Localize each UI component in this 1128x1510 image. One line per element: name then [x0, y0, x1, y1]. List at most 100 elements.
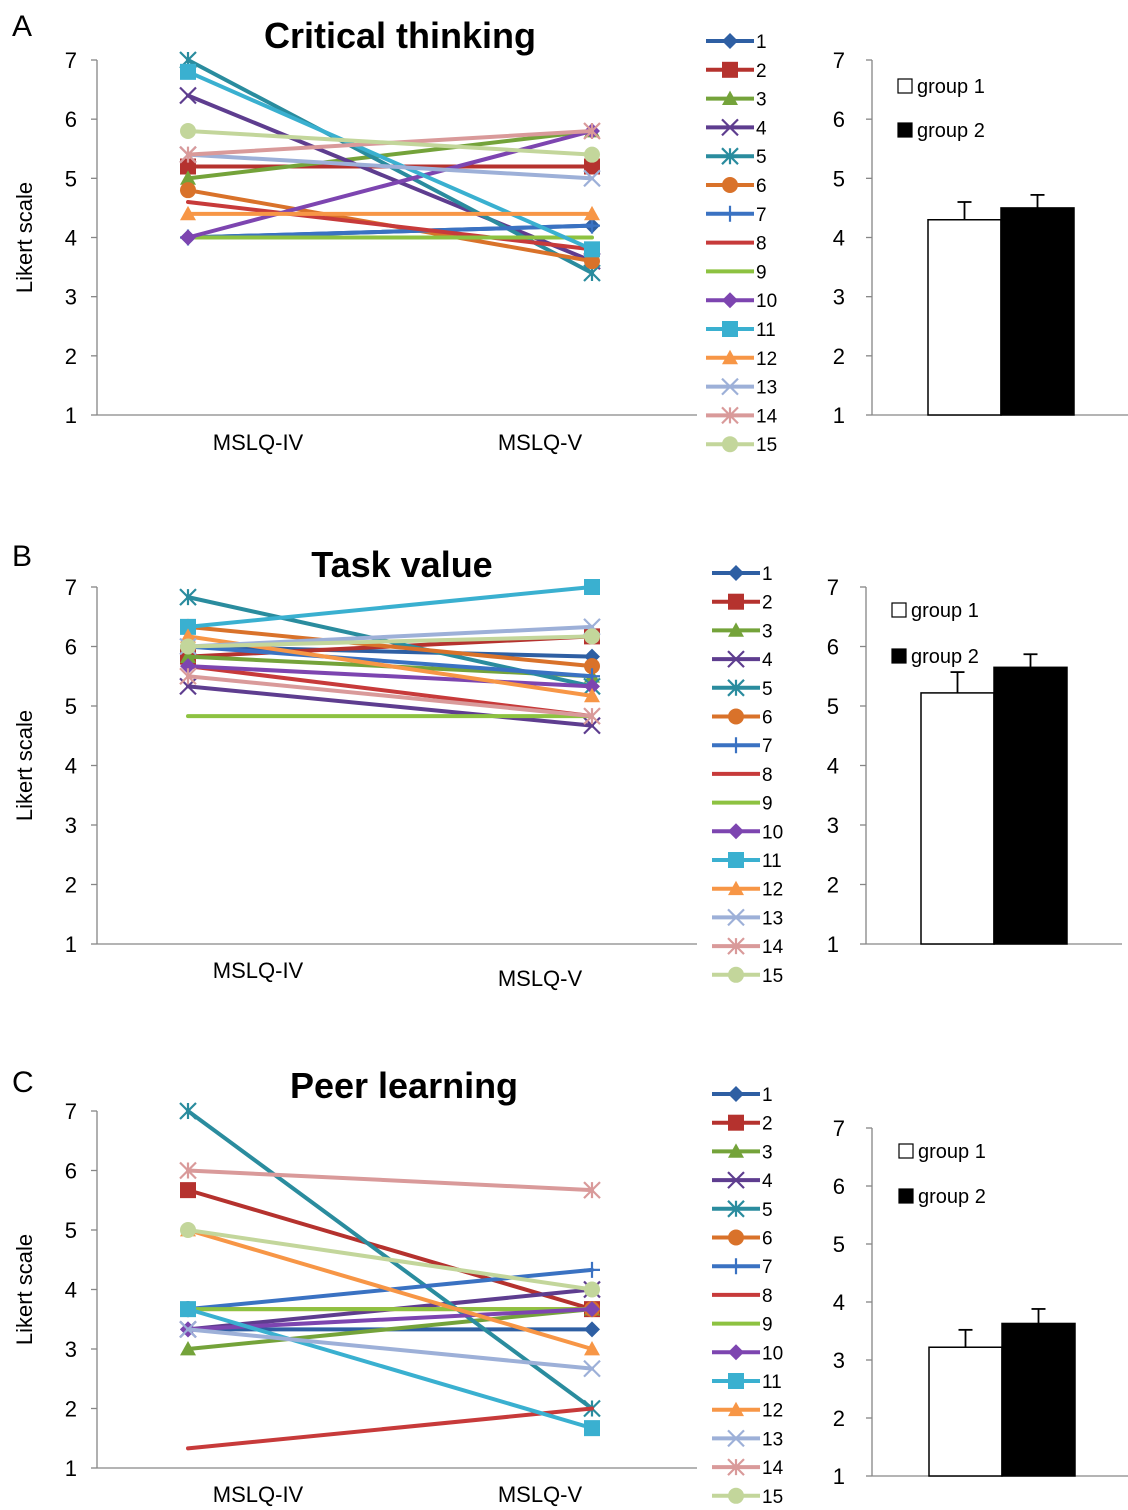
marker-star — [727, 1200, 745, 1218]
legend-marker — [727, 1458, 745, 1476]
marker-square — [180, 1301, 196, 1318]
marker-circle — [584, 628, 600, 645]
series-15 — [180, 1222, 600, 1298]
legend-label: 14 — [762, 937, 784, 958]
marker-star — [721, 147, 739, 165]
y-tick-label: 4 — [65, 754, 77, 779]
marker-x — [721, 118, 739, 137]
series-11 — [180, 579, 600, 635]
y-tick-label: 7 — [833, 1116, 845, 1141]
marker-plus — [584, 1261, 600, 1278]
legend-marker — [727, 1200, 745, 1218]
legend-label: 12 — [756, 349, 777, 370]
chart-title: Peer learning — [290, 1065, 518, 1106]
legend-marker — [721, 377, 739, 396]
legend-label: 5 — [762, 679, 773, 700]
marker-star — [727, 1458, 745, 1476]
data-point — [584, 217, 600, 234]
legend-marker — [728, 1344, 744, 1361]
series-line — [186, 1168, 594, 1193]
y-tick-label: 1 — [833, 1464, 845, 1489]
legend-marker — [727, 908, 745, 927]
y-tick-label: 4 — [833, 226, 845, 251]
y-tick-label: 5 — [65, 1218, 77, 1243]
legend-item: 3 — [712, 1142, 773, 1163]
marker-circle — [722, 177, 738, 193]
y-tick-label: 6 — [833, 107, 845, 132]
legend-marker — [727, 1429, 745, 1448]
legend-label: 3 — [762, 1142, 773, 1163]
legend-label: 2 — [762, 593, 773, 614]
legend-label: 9 — [762, 794, 773, 815]
data-point — [584, 628, 600, 645]
legend-label: 4 — [756, 118, 767, 139]
marker-star — [179, 667, 197, 686]
legend-label: 3 — [762, 621, 773, 642]
series-11 — [180, 1301, 600, 1437]
data-point — [584, 1341, 600, 1356]
legend-item: 4 — [712, 1171, 773, 1192]
marker-x — [727, 908, 745, 927]
bar-chart: 1 2 3 4 5 6 7 group 1 group 2 — [833, 48, 1128, 428]
legend-item: 5 — [712, 1200, 773, 1221]
data-point — [180, 1182, 196, 1199]
legend-label: 15 — [756, 435, 777, 456]
data-point — [584, 1420, 600, 1437]
marker-square — [728, 852, 744, 868]
x-tick-label: MSLQ-IV — [213, 1482, 304, 1507]
marker-square — [584, 1420, 600, 1437]
y-tick-label: 2 — [833, 344, 845, 369]
data-point — [180, 63, 196, 80]
y-tick-label: 6 — [827, 635, 839, 660]
series-line — [186, 69, 594, 252]
bar-chart: 1 2 3 4 5 6 7 group 1 group 2 — [833, 1116, 1128, 1489]
marker-circle — [180, 638, 196, 655]
data-point — [584, 205, 600, 221]
data-point — [180, 1222, 196, 1238]
legend-item: 11 — [706, 320, 776, 341]
legend-label: 13 — [762, 1429, 783, 1450]
legend-label: group 2 — [917, 120, 985, 142]
bar-legend: group 1 group 2 — [891, 600, 979, 668]
legend-item: 2 — [712, 593, 773, 614]
legend-item: 6 — [712, 708, 773, 729]
y-tick-label: 4 — [833, 1290, 845, 1315]
series-8 — [186, 200, 594, 252]
legend-swatch — [891, 648, 907, 664]
series-15 — [180, 123, 600, 163]
marker-circle — [180, 123, 196, 139]
data-point — [179, 1320, 197, 1339]
legend-marker — [722, 292, 738, 309]
legend-item: 4 — [712, 650, 773, 671]
series-line — [186, 624, 594, 669]
legend-label: 1 — [762, 1085, 773, 1106]
legend-marker — [721, 118, 739, 137]
legend-item: 10 — [712, 822, 783, 843]
marker-star — [179, 1161, 197, 1180]
marker-diamond — [728, 823, 744, 840]
marker-triangle — [584, 205, 600, 221]
marker-diamond — [180, 658, 196, 675]
series-11 — [180, 63, 600, 258]
legend-item: 1 — [712, 564, 773, 585]
legend-marker — [722, 349, 738, 365]
legend-item: 8 — [712, 1286, 773, 1307]
series-15 — [180, 628, 600, 655]
y-tick-label: 2 — [65, 873, 77, 898]
bar-group-1 — [920, 671, 995, 945]
marker-square — [180, 158, 196, 175]
marker-x — [721, 377, 739, 396]
marker-star — [727, 679, 745, 697]
data-point — [180, 1301, 196, 1318]
marker-triangle — [722, 349, 738, 365]
legend-marker — [728, 1487, 744, 1504]
y-tick-label: 1 — [833, 403, 845, 428]
chart-title: Critical thinking — [264, 15, 536, 56]
marker-square — [180, 618, 196, 635]
legend-item: 9 — [712, 794, 773, 815]
bar — [993, 666, 1068, 945]
legend-item: 9 — [712, 1315, 773, 1336]
data-point — [584, 658, 600, 675]
panel-label: B — [12, 540, 32, 573]
marker-square — [584, 579, 600, 595]
